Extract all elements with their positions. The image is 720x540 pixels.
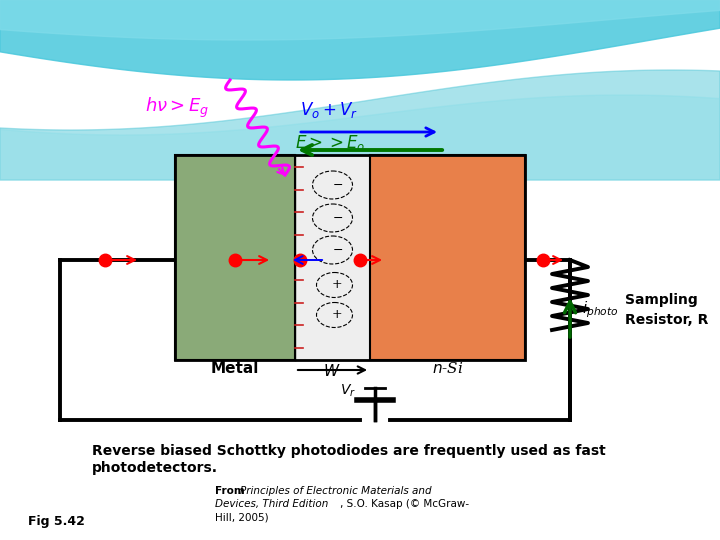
Text: $V_o+V_r$: $V_o+V_r$ (300, 100, 358, 120)
Text: $E >> E_o$: $E >> E_o$ (295, 133, 366, 153)
Text: , S.O. Kasap (© McGraw-: , S.O. Kasap (© McGraw- (340, 499, 469, 509)
Bar (370, 155, 525, 360)
Text: Fig 5.42: Fig 5.42 (28, 515, 85, 528)
Bar (175, 155, 295, 360)
Text: Devices, Third Edition: Devices, Third Edition (215, 499, 328, 509)
Text: $n$-Si: $n$-Si (432, 361, 464, 376)
Text: Metal: Metal (211, 361, 259, 376)
Text: Principles of Electronic Materials and: Principles of Electronic Materials and (240, 486, 431, 496)
Text: From: From (215, 486, 248, 496)
Text: −: − (332, 179, 343, 192)
Text: $V_r$: $V_r$ (340, 383, 356, 400)
Bar (175, 155, 525, 360)
Bar (295, 155, 370, 360)
Text: −: − (332, 244, 343, 256)
Text: $W$: $W$ (323, 363, 341, 379)
Text: +: + (331, 308, 342, 321)
Text: Sampling
Resistor, R: Sampling Resistor, R (625, 293, 708, 327)
Text: $h\nu >E_g$: $h\nu >E_g$ (145, 96, 210, 120)
Text: Hill, 2005): Hill, 2005) (215, 512, 269, 522)
Text: +: + (331, 279, 342, 292)
Text: $i_{photo}$: $i_{photo}$ (582, 299, 618, 320)
Text: photodetectors.: photodetectors. (92, 461, 218, 475)
Text: Reverse biased Schottky photodiodes are frequently used as fast: Reverse biased Schottky photodiodes are … (92, 444, 606, 458)
Text: −: − (332, 212, 343, 225)
